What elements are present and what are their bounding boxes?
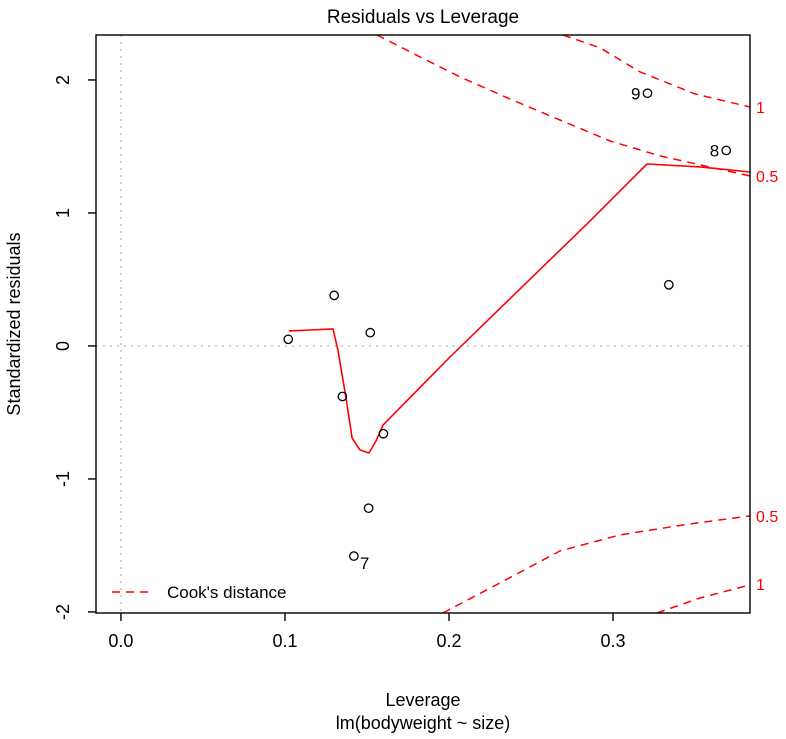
smoothed-trend-line <box>288 163 751 454</box>
model-formula-label: lm(bodyweight ~ size) <box>336 713 511 733</box>
data-point <box>329 290 340 301</box>
x-axis-label: Leverage <box>385 690 460 710</box>
data-point <box>721 145 732 156</box>
contour-level-label: 1 <box>756 577 765 594</box>
contour-level-label: 0.5 <box>756 169 778 186</box>
data-point <box>663 279 674 290</box>
cooks-distance-contour-0.5-bottom <box>442 515 751 614</box>
y-axis-tick-label: -2 <box>53 604 73 620</box>
y-axis-tick-label: 0 <box>53 341 73 351</box>
data-point <box>337 391 348 402</box>
y-axis-tick-label: 1 <box>53 208 73 218</box>
data-point <box>365 327 376 338</box>
x-axis-tick-label: 0.3 <box>601 631 626 651</box>
x-axis-tick-label: 0.2 <box>436 631 461 651</box>
y-axis-tick-label: 2 <box>53 75 73 85</box>
cooks-distance-contour-1-bottom <box>656 584 751 614</box>
cooks-distance-contour-0.5-top <box>376 34 751 177</box>
data-point <box>378 428 389 439</box>
y-axis-tick-label: -1 <box>53 471 73 487</box>
y-axis-label: Standardized residuals <box>4 232 24 415</box>
cooks-distance-contour-1-top <box>562 34 751 108</box>
contour-level-label: 0.5 <box>756 509 778 526</box>
data-point <box>363 503 374 514</box>
point-label: 8 <box>710 141 719 160</box>
point-label: 9 <box>631 84 640 103</box>
x-axis-tick-label: 0.1 <box>272 631 297 651</box>
legend-label: Cook's distance <box>167 583 286 602</box>
plot-border <box>95 34 751 614</box>
contour-level-label: 1 <box>756 100 765 117</box>
x-axis-tick-label: 0.0 <box>108 631 133 651</box>
data-point <box>349 551 359 561</box>
data-point <box>642 88 653 99</box>
plot-title: Residuals vs Leverage <box>327 7 519 28</box>
point-label: 7 <box>360 554 369 573</box>
data-point <box>283 334 294 345</box>
